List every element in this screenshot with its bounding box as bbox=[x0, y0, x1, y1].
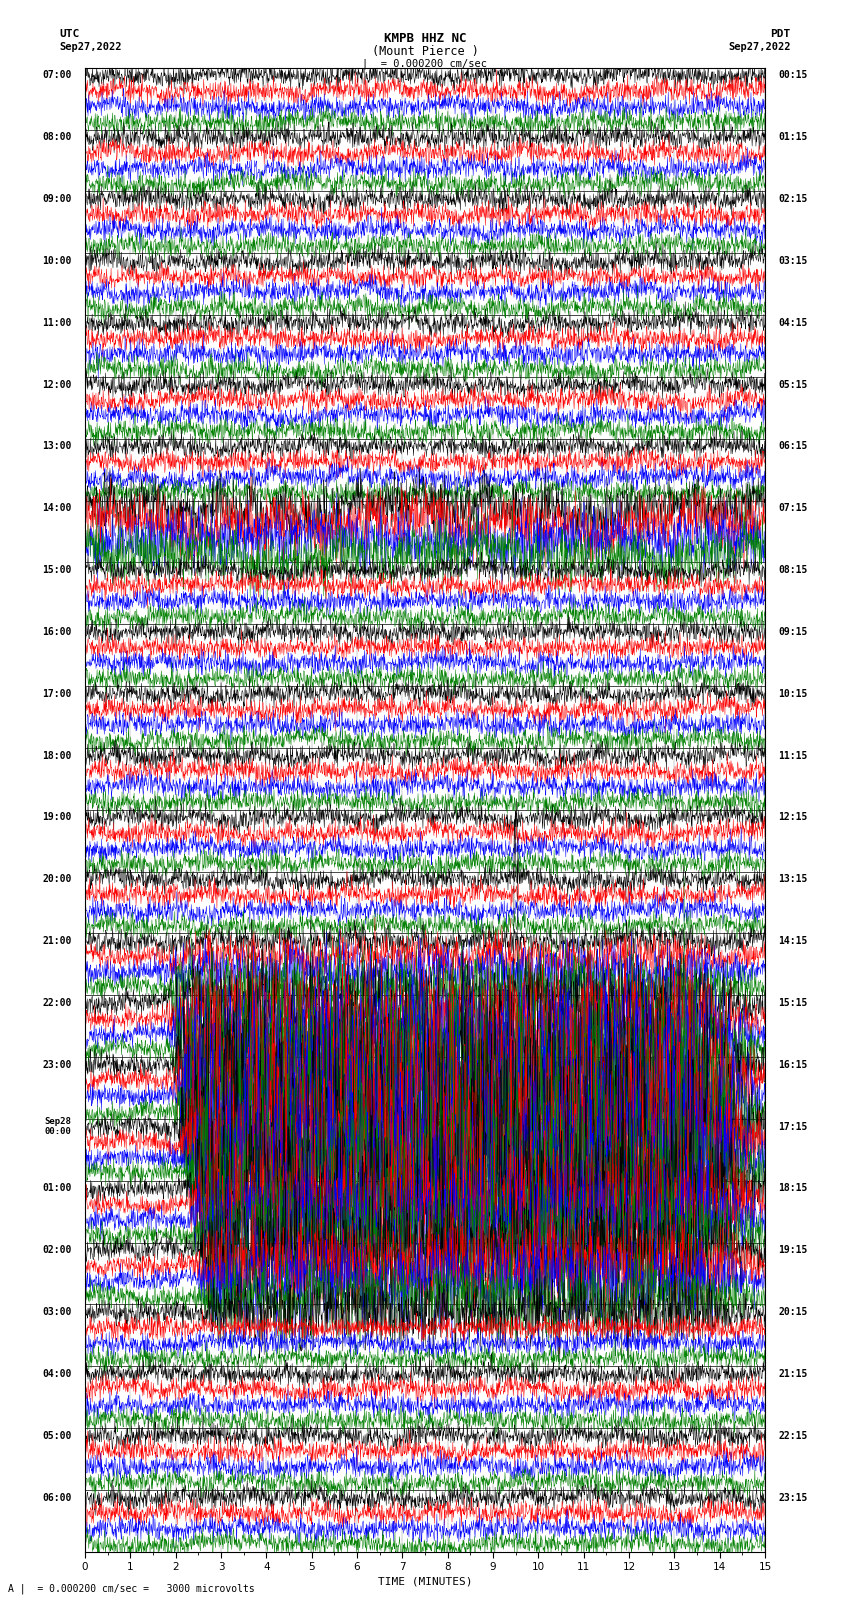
Text: 07:00: 07:00 bbox=[42, 71, 71, 81]
Text: 19:00: 19:00 bbox=[42, 813, 71, 823]
Text: 14:15: 14:15 bbox=[779, 936, 808, 947]
Text: 16:00: 16:00 bbox=[42, 627, 71, 637]
Text: 06:00: 06:00 bbox=[42, 1492, 71, 1503]
Text: 13:00: 13:00 bbox=[42, 442, 71, 452]
Text: 04:00: 04:00 bbox=[42, 1369, 71, 1379]
Text: KMPB HHZ NC: KMPB HHZ NC bbox=[383, 32, 467, 45]
Text: 00:15: 00:15 bbox=[779, 71, 808, 81]
Text: 06:15: 06:15 bbox=[779, 442, 808, 452]
Text: 11:15: 11:15 bbox=[779, 750, 808, 761]
Text: Sep27,2022: Sep27,2022 bbox=[728, 42, 791, 52]
Text: 20:15: 20:15 bbox=[779, 1307, 808, 1318]
Text: 07:15: 07:15 bbox=[779, 503, 808, 513]
Text: 22:15: 22:15 bbox=[779, 1431, 808, 1440]
Text: 10:00: 10:00 bbox=[42, 256, 71, 266]
Text: 13:15: 13:15 bbox=[779, 874, 808, 884]
Text: 18:15: 18:15 bbox=[779, 1184, 808, 1194]
Text: 09:00: 09:00 bbox=[42, 194, 71, 205]
Text: (Mount Pierce ): (Mount Pierce ) bbox=[371, 45, 479, 58]
Text: 15:15: 15:15 bbox=[779, 998, 808, 1008]
Text: 17:15: 17:15 bbox=[779, 1121, 808, 1132]
Text: 09:15: 09:15 bbox=[779, 627, 808, 637]
Text: 14:00: 14:00 bbox=[42, 503, 71, 513]
Text: 10:15: 10:15 bbox=[779, 689, 808, 698]
Text: 03:15: 03:15 bbox=[779, 256, 808, 266]
Text: 00:00: 00:00 bbox=[44, 1127, 71, 1136]
Text: 23:00: 23:00 bbox=[42, 1060, 71, 1069]
Text: 08:15: 08:15 bbox=[779, 565, 808, 576]
Text: 16:15: 16:15 bbox=[779, 1060, 808, 1069]
Text: 05:00: 05:00 bbox=[42, 1431, 71, 1440]
Text: 22:00: 22:00 bbox=[42, 998, 71, 1008]
Text: 04:15: 04:15 bbox=[779, 318, 808, 327]
Text: 17:00: 17:00 bbox=[42, 689, 71, 698]
Text: Sep28: Sep28 bbox=[44, 1118, 71, 1126]
Text: 02:00: 02:00 bbox=[42, 1245, 71, 1255]
Text: A |  = 0.000200 cm/sec =   3000 microvolts: A | = 0.000200 cm/sec = 3000 microvolts bbox=[8, 1582, 255, 1594]
Text: 18:00: 18:00 bbox=[42, 750, 71, 761]
Text: 01:15: 01:15 bbox=[779, 132, 808, 142]
Text: 02:15: 02:15 bbox=[779, 194, 808, 205]
Text: 23:15: 23:15 bbox=[779, 1492, 808, 1503]
Text: 15:00: 15:00 bbox=[42, 565, 71, 576]
Text: 03:00: 03:00 bbox=[42, 1307, 71, 1318]
Text: 05:15: 05:15 bbox=[779, 379, 808, 390]
Text: Sep27,2022: Sep27,2022 bbox=[60, 42, 122, 52]
Text: 19:15: 19:15 bbox=[779, 1245, 808, 1255]
Text: 21:15: 21:15 bbox=[779, 1369, 808, 1379]
Text: 08:00: 08:00 bbox=[42, 132, 71, 142]
Text: 12:00: 12:00 bbox=[42, 379, 71, 390]
Text: 11:00: 11:00 bbox=[42, 318, 71, 327]
Text: 12:15: 12:15 bbox=[779, 813, 808, 823]
Text: UTC: UTC bbox=[60, 29, 80, 39]
Text: 21:00: 21:00 bbox=[42, 936, 71, 947]
Text: PDT: PDT bbox=[770, 29, 790, 39]
X-axis label: TIME (MINUTES): TIME (MINUTES) bbox=[377, 1576, 473, 1586]
Text: 01:00: 01:00 bbox=[42, 1184, 71, 1194]
Text: |  = 0.000200 cm/sec: | = 0.000200 cm/sec bbox=[362, 58, 488, 69]
Text: 20:00: 20:00 bbox=[42, 874, 71, 884]
